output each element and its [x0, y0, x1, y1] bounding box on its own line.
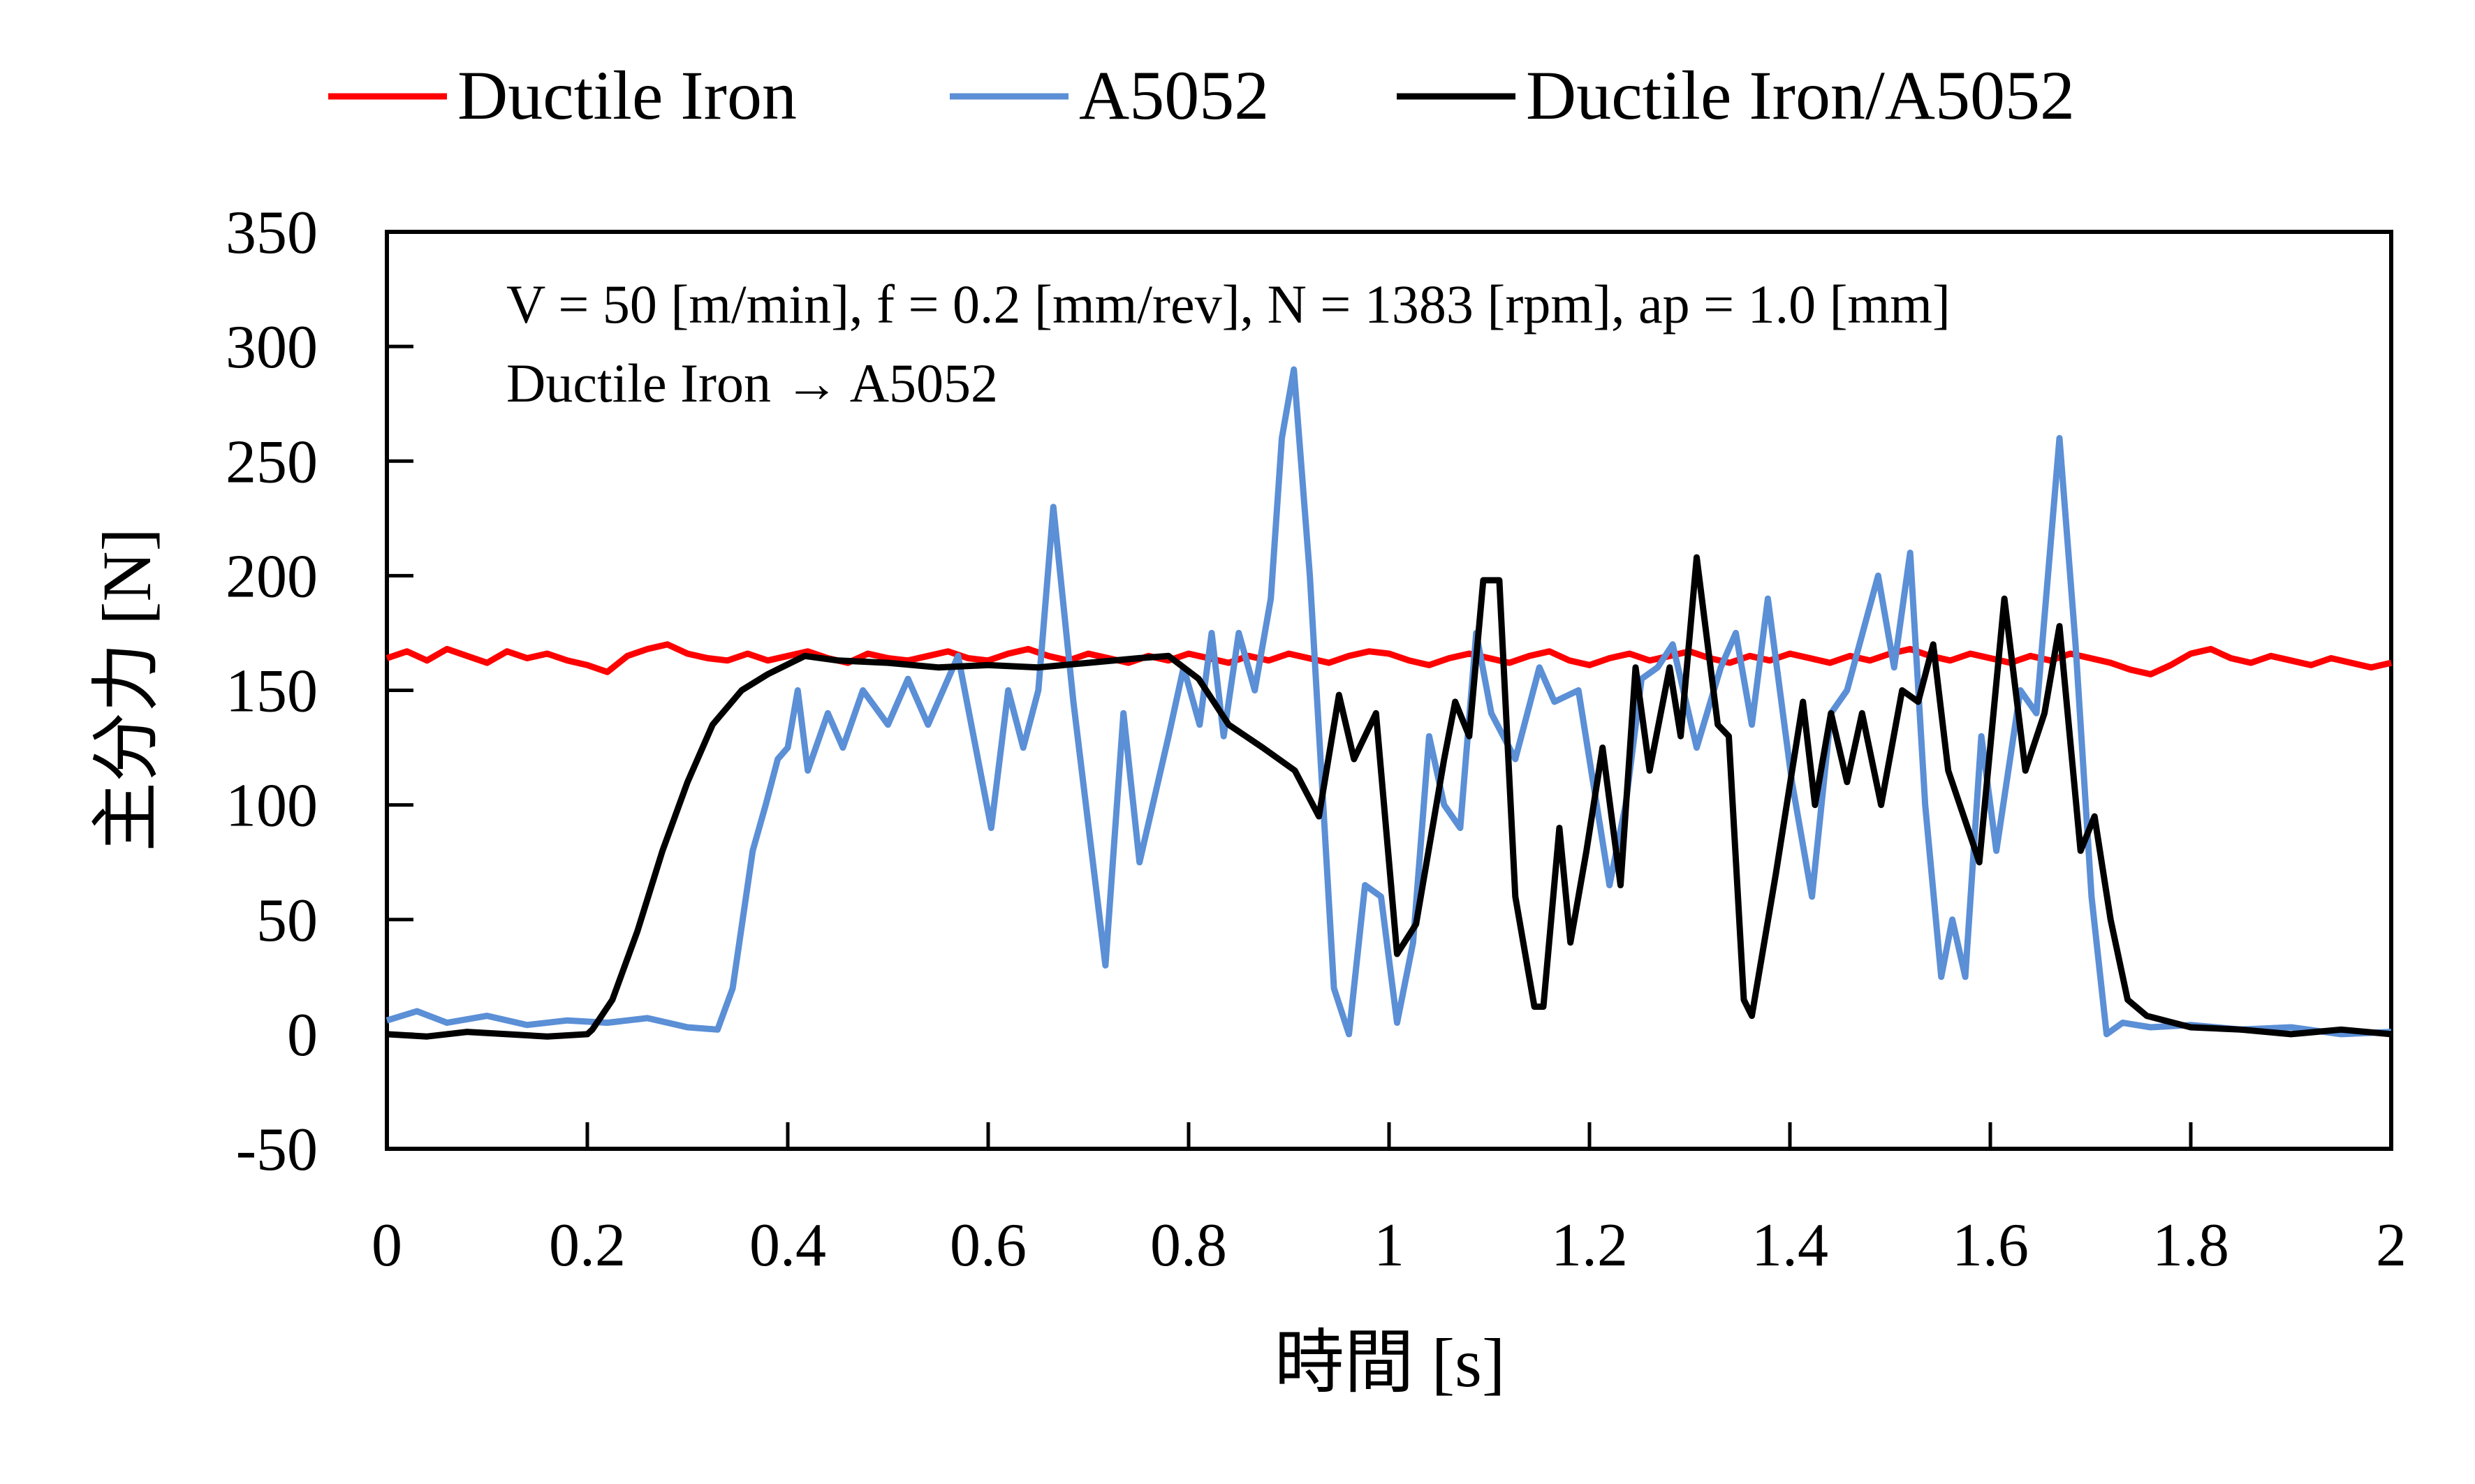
annotation-conditions: V = 50 [m/min], f = 0.2 [mm/rev], N = 13… — [506, 274, 1951, 335]
legend-label: Ductile Iron/A5052 — [1526, 57, 2075, 134]
series-lines — [385, 366, 2393, 1040]
y-tick-label: 200 — [226, 543, 318, 610]
series-line-2 — [386, 554, 2392, 1040]
series-line-0 — [385, 641, 2393, 677]
y-tick-label: 100 — [226, 772, 318, 840]
annotation-transition: Ductile Iron → A5052 — [506, 353, 998, 413]
x-tick-label: 0.4 — [749, 1212, 826, 1279]
y-tick-label: 350 — [226, 199, 318, 267]
x-tick-label: 1.8 — [2152, 1212, 2229, 1279]
x-tick-label: 1.6 — [1952, 1212, 2029, 1279]
y-axis-title: 主分力 [N] — [88, 528, 166, 852]
y-tick-label: 150 — [226, 658, 318, 726]
x-tick-label: 1 — [1374, 1212, 1404, 1279]
y-tick-label: 50 — [256, 887, 318, 955]
x-tick-label: 0 — [372, 1212, 402, 1279]
x-tick-label: 0.2 — [549, 1212, 626, 1279]
legend-label: A5052 — [1079, 57, 1269, 134]
y-tick-label: 250 — [226, 428, 318, 496]
legend: Ductile Iron A5052 Ductile Iron/A5052 — [328, 57, 2075, 134]
x-tick-label: 0.8 — [1150, 1212, 1227, 1279]
y-tick-label: 300 — [226, 314, 318, 381]
x-tick-label: 1.4 — [1751, 1212, 1828, 1279]
y-tick-label: 0 — [287, 1001, 318, 1069]
legend-label: Ductile Iron — [457, 57, 797, 134]
axis-ticks: 0 0.2 0.4 0.6 0.8 1 1.2 1.4 1.6 1.8 2 -50 0 50 100 150 2… — [226, 199, 2407, 1279]
x-tick-label: 1.2 — [1551, 1212, 1628, 1279]
series-line-1 — [385, 366, 2392, 1038]
x-tick-label: 0.6 — [950, 1212, 1027, 1279]
x-tick-label: 2 — [2376, 1212, 2407, 1279]
y-tick-label: -50 — [236, 1116, 318, 1184]
x-axis-title: 時間 [s] — [1275, 1324, 1506, 1402]
